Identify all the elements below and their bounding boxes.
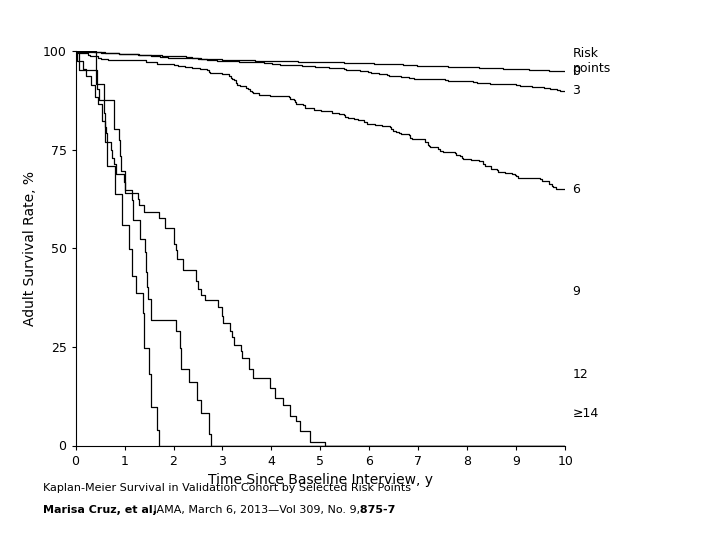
Text: 12: 12 bbox=[572, 368, 588, 381]
X-axis label: Time Since Baseline Interview, y: Time Since Baseline Interview, y bbox=[208, 473, 433, 487]
Text: 9: 9 bbox=[572, 285, 580, 298]
Text: 0: 0 bbox=[572, 64, 580, 78]
Text: Kaplan-Meier Survival in Validation Cohort by Selected Risk Points: Kaplan-Meier Survival in Validation Coho… bbox=[43, 483, 411, 494]
Text: Marisa Cruz, et al,: Marisa Cruz, et al, bbox=[43, 505, 157, 515]
Text: Risk
points: Risk points bbox=[572, 48, 611, 76]
Text: JAMA, March 6, 2013—Vol 309, No. 9,: JAMA, March 6, 2013—Vol 309, No. 9, bbox=[150, 505, 360, 515]
Text: 3: 3 bbox=[572, 84, 580, 97]
Text: 6: 6 bbox=[572, 183, 580, 196]
Text: 875-7: 875-7 bbox=[356, 505, 396, 515]
Y-axis label: Adult Survival Rate, %: Adult Survival Rate, % bbox=[23, 171, 37, 326]
Text: ≥14: ≥14 bbox=[572, 408, 599, 421]
